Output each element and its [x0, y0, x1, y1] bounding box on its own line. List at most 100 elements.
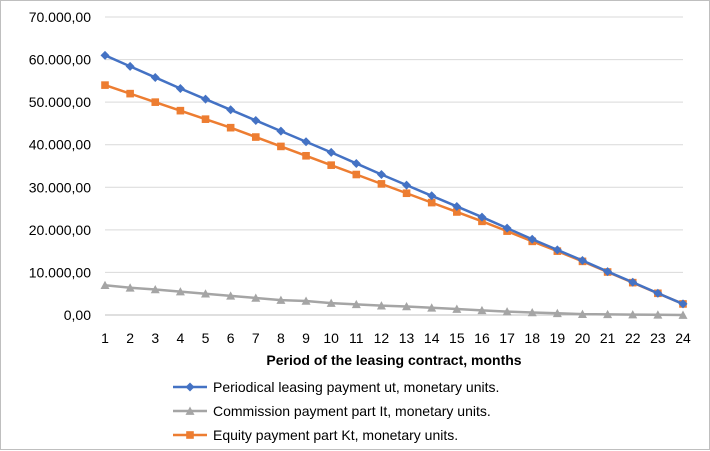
- data-point: [326, 147, 336, 157]
- data-point: [176, 106, 185, 115]
- data-point: [427, 303, 437, 312]
- data-point: [653, 288, 663, 298]
- data-point: [502, 307, 512, 316]
- data-point: [402, 189, 411, 198]
- series-1: [100, 280, 688, 319]
- data-point: [150, 72, 160, 82]
- data-point: [301, 296, 311, 305]
- y-tick-label: 40.000,00: [29, 137, 91, 153]
- x-tick-label: 24: [675, 330, 691, 346]
- data-point: [100, 280, 110, 290]
- data-point: [302, 151, 310, 160]
- data-point: [527, 234, 537, 244]
- series-2: [101, 81, 687, 308]
- x-tick-label: 16: [474, 330, 490, 346]
- data-point: [150, 284, 160, 294]
- data-point: [402, 180, 412, 190]
- data-point: [352, 170, 361, 179]
- x-tick-label: 7: [252, 330, 260, 346]
- data-point: [251, 115, 261, 125]
- x-tick-label: 18: [524, 330, 540, 346]
- legend-marker: [185, 382, 195, 392]
- data-point: [453, 208, 461, 216]
- x-tick-label: 20: [575, 330, 591, 346]
- x-tick-label: 14: [424, 330, 440, 346]
- y-axis-tick-labels: 0,00 10.000,00 20.000,00 30.000,00 40.000,00…: [29, 9, 92, 323]
- x-tick-label: 12: [374, 330, 390, 346]
- x-tick-label: 10: [323, 330, 339, 346]
- data-point: [603, 309, 613, 319]
- data-point: [327, 161, 335, 169]
- y-tick-label: 30.000,00: [29, 179, 91, 195]
- x-tick-label: 23: [650, 330, 666, 346]
- data-point: [376, 301, 386, 310]
- data-point: [201, 115, 210, 123]
- data-point: [628, 277, 638, 287]
- x-tick-label: 13: [399, 330, 415, 346]
- x-tick-label: 15: [449, 330, 465, 346]
- y-tick-label: 60.000,00: [29, 52, 91, 68]
- series-line: [104, 83, 684, 306]
- data-point: [376, 170, 386, 180]
- data-point: [427, 191, 437, 201]
- data-point: [151, 98, 160, 106]
- data-point: [276, 295, 286, 304]
- data-point: [527, 307, 537, 317]
- legend-marker: [186, 431, 194, 439]
- x-tick-label: 5: [202, 330, 210, 346]
- series-0: [100, 50, 688, 309]
- data-point: [552, 308, 562, 318]
- data-point: [552, 245, 562, 255]
- x-tick-label: 3: [151, 330, 159, 346]
- gridlines: [105, 16, 683, 273]
- x-axis-tick-labels: 1 2 3 4 5 6 7 8 9 10 11 12 13 14 15 16 17 18 19 20 21 22 23 24: [101, 330, 691, 346]
- data-point: [477, 305, 487, 315]
- y-tick-label: 70.000,00: [29, 9, 91, 25]
- data-point: [678, 310, 688, 319]
- data-point: [502, 223, 512, 233]
- data-point: [251, 133, 260, 141]
- data-point: [276, 126, 286, 136]
- data-point: [101, 81, 109, 89]
- data-point: [201, 94, 211, 104]
- legend: Periodical leasing payment ut, monetary …: [173, 379, 499, 443]
- y-tick-label: 20.000,00: [29, 222, 91, 238]
- data-point: [226, 105, 236, 115]
- data-point: [628, 310, 638, 319]
- x-tick-label: 4: [176, 330, 184, 346]
- data-point: [427, 198, 436, 207]
- data-point: [351, 299, 361, 309]
- series-layer: [100, 50, 688, 319]
- data-point: [201, 289, 211, 298]
- y-tick-label: 50.000,00: [29, 94, 91, 110]
- y-tick-label: 0,00: [64, 307, 91, 323]
- data-point: [175, 84, 185, 94]
- legend-label: Commission payment part It, monetary uni…: [213, 403, 491, 419]
- data-point: [301, 137, 311, 147]
- legend-item: Periodical leasing payment ut, monetary …: [173, 379, 499, 395]
- data-point: [477, 212, 487, 222]
- data-point: [326, 298, 336, 307]
- series-line: [104, 283, 684, 317]
- x-tick-label: 22: [625, 330, 641, 346]
- data-point: [402, 301, 412, 311]
- x-axis-title: Period of the leasing contract, months: [266, 352, 521, 368]
- data-point: [126, 89, 134, 98]
- legend-item: Commission payment part It, monetary uni…: [173, 403, 491, 419]
- data-point: [175, 287, 185, 296]
- legend-label: Periodical leasing payment ut, monetary …: [213, 379, 499, 395]
- legend-item: Equity payment part Kt, monetary units.: [173, 427, 458, 443]
- x-tick-label: 21: [600, 330, 616, 346]
- data-point: [678, 299, 688, 309]
- data-point: [603, 267, 613, 277]
- data-point: [351, 158, 361, 168]
- x-tick-label: 11: [349, 330, 364, 346]
- x-tick-label: 8: [277, 330, 285, 346]
- x-tick-label: 6: [227, 330, 235, 346]
- series-line: [104, 54, 684, 306]
- x-tick-label: 2: [126, 330, 134, 346]
- data-point: [377, 180, 386, 188]
- data-point: [251, 293, 261, 302]
